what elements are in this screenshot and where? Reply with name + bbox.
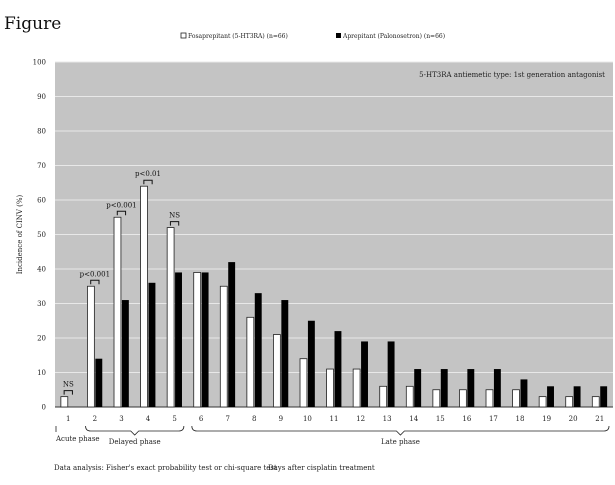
x-tick-label: 9 <box>279 415 283 423</box>
phase-label: Delayed phase <box>109 438 161 446</box>
bar-series-2 <box>175 272 182 407</box>
x-axis-label: Days after cisplatin treatment <box>268 464 375 472</box>
bar-series-2 <box>414 369 422 407</box>
bar-series-2 <box>440 369 448 407</box>
bar-series-1 <box>193 272 202 408</box>
bar-series-2 <box>148 282 156 407</box>
x-tick-label: 20 <box>569 415 578 423</box>
legend-label-1: Fosaprepitant (5-HT3RA) (n=66) <box>188 33 288 40</box>
bar-series-1 <box>87 285 95 408</box>
bar-series-2 <box>387 341 395 407</box>
bar-series-2 <box>281 300 289 407</box>
x-tick-label: 16 <box>462 415 471 423</box>
y-tick-label: 90 <box>37 93 46 101</box>
y-tick-label: 20 <box>37 335 46 343</box>
bar-series-1 <box>352 368 361 408</box>
bar-series-1 <box>60 396 69 408</box>
phase-label: Acute phase <box>55 435 100 443</box>
x-tick-label: 19 <box>542 415 551 423</box>
x-tick-label: 6 <box>199 415 204 423</box>
x-tick-label: 5 <box>172 415 176 423</box>
y-axis-label: Incidence of CINV (%) <box>16 194 24 274</box>
bar-series-2 <box>334 331 342 407</box>
y-tick-label: 40 <box>37 266 46 274</box>
significance-label: p<0.001 <box>106 201 136 209</box>
bar-series-2 <box>493 369 501 407</box>
bar-series-2 <box>573 386 581 407</box>
x-tick-label: 10 <box>303 415 312 423</box>
bar-series-2 <box>600 386 608 407</box>
significance-label: NS <box>63 381 74 389</box>
y-tick-label: 70 <box>37 162 46 170</box>
bar-series-1 <box>140 185 148 408</box>
significance-bracket <box>169 221 180 226</box>
phase-bracket <box>85 425 185 436</box>
x-tick-label: 18 <box>516 415 525 423</box>
significance-bracket <box>63 390 73 395</box>
y-tick-label: 100 <box>33 59 46 67</box>
significance-label: NS <box>169 212 180 220</box>
phase-label: Late phase <box>381 438 420 446</box>
bar-series-1 <box>538 396 547 408</box>
x-tick-label: 3 <box>119 415 123 423</box>
bar-series-1 <box>405 385 414 408</box>
bar-series-1 <box>219 285 228 408</box>
x-tick-label: 8 <box>252 415 256 423</box>
x-tick-label: 15 <box>436 415 445 423</box>
x-tick-label: 11 <box>330 415 339 423</box>
x-tick-label: 4 <box>146 415 151 423</box>
bar-series-2 <box>201 272 209 407</box>
x-tick-label: 14 <box>409 415 418 423</box>
figure-label: Figure <box>4 14 62 34</box>
y-tick-label: 80 <box>37 128 46 136</box>
bar-series-1 <box>299 358 308 408</box>
bar-series-1 <box>565 396 574 408</box>
footnote: Data analysis: Fisher's exact probabilit… <box>54 464 277 472</box>
x-tick-label: 21 <box>595 415 604 423</box>
bar-series-1 <box>432 389 441 408</box>
bar-series-2 <box>228 262 236 407</box>
significance-label: p<0.001 <box>80 270 110 278</box>
bar-series-2 <box>121 300 129 407</box>
bar-series-1 <box>246 316 255 408</box>
bar-series-1 <box>326 368 334 408</box>
y-tick-label: 10 <box>37 369 46 377</box>
x-tick-label: 17 <box>489 415 498 423</box>
legend-swatch-1 <box>180 32 187 39</box>
y-tick-label: 60 <box>37 197 46 205</box>
legend-label-2: Aprepitant (Palonosetron) (n=66) <box>342 33 445 40</box>
bar-series-1 <box>113 216 122 408</box>
bar-series-1 <box>273 334 281 408</box>
bar-series-2 <box>467 369 475 407</box>
legend-swatch-2 <box>336 33 341 38</box>
chart-annotation: 5-HT3RA antiemetic type: 1st generation … <box>419 71 605 79</box>
y-tick-label: 0 <box>42 404 46 412</box>
significance-bracket <box>143 179 153 185</box>
bar-series-2 <box>95 358 103 407</box>
bar-series-1 <box>459 389 467 408</box>
phase-bracket <box>191 425 610 436</box>
bar-series-2 <box>547 386 554 407</box>
bar-series-1 <box>512 389 520 408</box>
y-tick-label: 50 <box>37 231 46 239</box>
bar-series-2 <box>307 320 315 407</box>
bar-series-1 <box>485 389 494 408</box>
significance-bracket <box>90 279 100 285</box>
bar-series-1 <box>166 227 175 408</box>
bar-series-2 <box>361 341 368 407</box>
x-tick-label: 13 <box>383 415 392 423</box>
bar-series-2 <box>254 293 262 407</box>
bar-series-2 <box>520 379 528 407</box>
bar-series-1 <box>591 396 600 408</box>
bar-series-1 <box>379 385 388 408</box>
y-tick-label: 30 <box>37 300 46 308</box>
x-tick-label: 1 <box>66 415 70 423</box>
x-tick-label: 12 <box>356 415 365 423</box>
significance-bracket <box>116 210 127 216</box>
significance-label: p<0.01 <box>135 170 161 178</box>
x-tick-label: 2 <box>93 415 97 423</box>
x-tick-label: 7 <box>225 415 229 423</box>
